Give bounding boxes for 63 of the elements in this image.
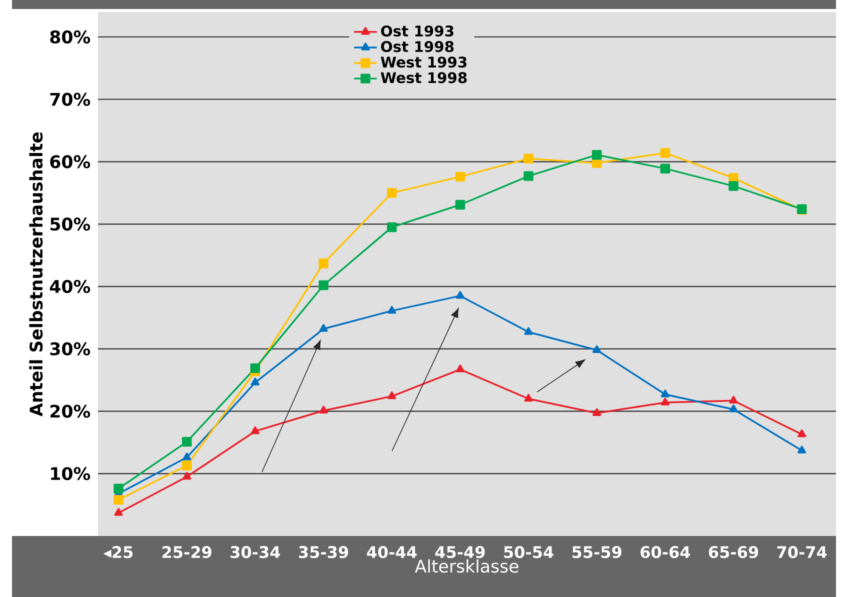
- point: [114, 508, 123, 516]
- point: [456, 364, 465, 372]
- y-tick-label: 20%: [50, 404, 90, 418]
- x-tick-label: 60-64: [640, 546, 690, 558]
- point: [182, 472, 192, 480]
- legend-label: Ost 1998: [381, 41, 454, 52]
- point: [798, 446, 806, 454]
- point: [182, 452, 192, 460]
- x-tick-label: 45-49: [435, 546, 485, 558]
- legend-label: West 1998: [380, 72, 467, 84]
- point: [114, 494, 124, 505]
- point: [798, 429, 806, 438]
- y-tick-label: 50%: [50, 218, 90, 231]
- x-tick-label: 35-39: [298, 546, 348, 558]
- x-tick-label: 55-59: [572, 546, 622, 558]
- point: [250, 378, 260, 386]
- legend-label: Ost 1993: [381, 25, 454, 37]
- point: [455, 200, 466, 210]
- y-tick-label: 40%: [50, 280, 90, 294]
- point: [660, 398, 670, 406]
- point: [114, 484, 124, 494]
- x-tick-label: 30-34: [230, 546, 280, 558]
- x-axis-title: Altersklasse: [414, 559, 518, 573]
- point: [592, 150, 602, 160]
- point: [660, 148, 670, 158]
- point: [319, 324, 328, 332]
- point: [728, 181, 738, 191]
- x-tick-label: 25-29: [162, 546, 212, 558]
- x-tick-label: 50-54: [504, 546, 554, 558]
- point: [660, 164, 670, 174]
- point: [456, 290, 465, 299]
- point: [660, 390, 670, 398]
- point: [319, 406, 328, 414]
- x-tick-label: ◂25: [103, 546, 133, 558]
- y-axis-title: Anteil Selbstnutzerhaushalte: [29, 132, 43, 416]
- point: [729, 396, 738, 404]
- legend-label: West 1993: [380, 56, 466, 68]
- point: [524, 327, 533, 335]
- x-tick-label: 65-69: [708, 546, 758, 558]
- x-tick-label: 40-44: [366, 546, 417, 558]
- point: [250, 426, 260, 434]
- point: [388, 306, 396, 314]
- point: [524, 171, 534, 181]
- point: [386, 188, 397, 198]
- point: [524, 154, 534, 164]
- y-tick-label: 70%: [50, 92, 90, 106]
- point: [318, 258, 328, 268]
- point: [182, 436, 192, 447]
- point: [386, 222, 397, 232]
- point: [182, 460, 192, 470]
- point: [250, 363, 260, 374]
- y-tick-label: 30%: [50, 342, 90, 356]
- point: [729, 404, 738, 412]
- y-tick-label: 10%: [51, 467, 90, 480]
- point: [592, 408, 602, 416]
- point: [592, 345, 602, 353]
- y-tick-label: 80%: [50, 30, 90, 44]
- point: [318, 280, 328, 290]
- point: [455, 172, 466, 182]
- x-tick-label: 70-74: [777, 546, 827, 558]
- point: [524, 394, 533, 402]
- point: [388, 391, 396, 400]
- y-tick-label: 60%: [50, 155, 90, 168]
